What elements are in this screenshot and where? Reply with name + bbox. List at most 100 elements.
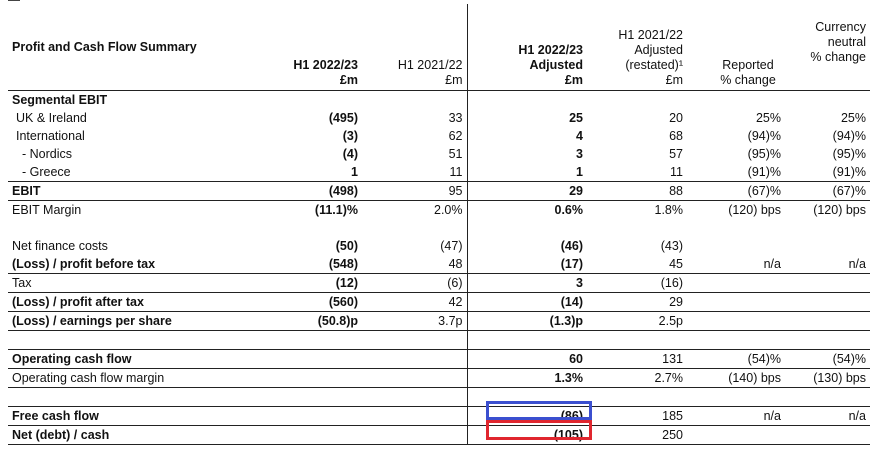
cell-value: [687, 425, 785, 445]
table-row: Free cash flow (86) 185 n/a n/a: [8, 406, 870, 426]
cell-value: 20: [669, 111, 683, 125]
cell-value: (67)%: [687, 181, 785, 201]
cell-value: [687, 311, 785, 331]
cell-value: 25%: [840, 111, 866, 125]
cell-value: (94)%: [832, 129, 866, 143]
cell-value: 25%: [755, 111, 781, 125]
cell-value: 68: [669, 129, 683, 143]
row-label: (Loss) / profit after tax: [8, 292, 244, 312]
cell-value: 4: [576, 129, 583, 143]
cell-value: n/a: [785, 406, 870, 426]
cell-value: [785, 273, 870, 293]
cell-value: (6): [362, 273, 468, 293]
cell-value: 185: [587, 406, 687, 426]
cell-value: [244, 425, 362, 445]
cell-value: (91)%: [687, 163, 785, 182]
cell-value: (495): [328, 111, 358, 125]
cell-value: 2.5p: [587, 311, 687, 331]
cell-value: (11.1)%: [314, 203, 358, 217]
row-label: Net finance costs: [12, 239, 108, 253]
spacer-row: [8, 387, 870, 407]
cell-value: 1.8%: [654, 203, 684, 217]
header-h1-2021-22: H1 2021/22 £m: [362, 4, 468, 91]
table-row: UK & Ireland (495) 33 25 20 25% 25%: [8, 109, 870, 127]
free-cash-flow-highlight-box: [486, 401, 592, 420]
row-label: EBIT: [8, 181, 244, 201]
table-row: (Loss) / earnings per share (50.8)p 3.7p…: [8, 311, 870, 331]
cell-value: (120) bps: [813, 203, 866, 217]
header-h1-2022-23: H1 2022/23 £m: [244, 4, 362, 91]
row-label: Operating cash flow: [8, 349, 244, 369]
cell-value: [687, 237, 785, 255]
table-row: (Loss) / profit before tax (548) 48 (17)…: [8, 255, 870, 274]
table-row: - Nordics (4) 51 3 57 (95)% (95)%: [8, 145, 870, 163]
row-label: (Loss) / profit before tax: [8, 255, 244, 274]
cell-value: 3.7p: [362, 311, 468, 331]
cell-value: [362, 368, 468, 388]
cell-value: (46): [560, 239, 583, 253]
cell-value: 60: [467, 349, 587, 369]
cell-value: 95: [362, 181, 468, 201]
cell-value: [244, 406, 362, 426]
row-label: Net (debt) / cash: [8, 425, 244, 445]
table-row: EBIT (498) 95 29 88 (67)% (67)%: [8, 181, 870, 201]
net-debt-highlight-box: [486, 420, 592, 440]
row-label: - Greece: [8, 163, 244, 182]
cell-value: 62: [362, 127, 468, 145]
table-row: Operating cash flow margin 1.3% 2.7% (14…: [8, 368, 870, 388]
cell-value: 33: [362, 109, 468, 127]
cell-value: (54)%: [687, 349, 785, 369]
cell-value: (50): [335, 239, 358, 253]
cell-value: (12): [244, 273, 362, 293]
cell-value: (3): [342, 129, 358, 143]
table-row: Net (debt) / cash (105) 250: [8, 425, 870, 445]
cell-value: 0.6%: [554, 203, 584, 217]
table-row: Operating cash flow 60 131 (54)% (54)%: [8, 349, 870, 369]
row-label: (Loss) / earnings per share: [8, 311, 244, 331]
cell-value: [785, 425, 870, 445]
table-title: Profit and Cash Flow Summary: [8, 4, 244, 91]
table-row: (Loss) / profit after tax (560) 42 (14) …: [8, 292, 870, 312]
cell-value: 131: [587, 349, 687, 369]
cell-value: 3: [467, 273, 587, 293]
cell-value: [687, 273, 785, 293]
cell-value: 1.3%: [467, 368, 587, 388]
cell-value: (47): [362, 237, 468, 255]
cell-value: (105): [467, 425, 587, 445]
cell-value: (67)%: [785, 181, 870, 201]
cell-value: (50.8)p: [244, 311, 362, 331]
table-row: - Greece 1 11 1 11 (91)% (91)%: [8, 163, 870, 182]
cell-value: (130) bps: [785, 368, 870, 388]
cell-value: 11: [587, 163, 687, 182]
cell-value: 29: [587, 292, 687, 312]
cell-value: (17): [467, 255, 587, 274]
cell-value: (95)%: [747, 147, 781, 161]
cell-value: (54)%: [785, 349, 870, 369]
row-label: Free cash flow: [8, 406, 244, 426]
cell-value: (95)%: [832, 147, 866, 161]
cell-value: n/a: [687, 255, 785, 274]
cell-value: [785, 237, 870, 255]
cell-value: (4): [342, 147, 358, 161]
cell-value: (14): [467, 292, 587, 312]
cell-value: 88: [587, 181, 687, 201]
cell-value: [244, 368, 362, 388]
cell-value: [785, 311, 870, 331]
cell-value: 2.7%: [587, 368, 687, 388]
cell-value: (1.3)p: [467, 311, 587, 331]
cell-value: (16): [587, 273, 687, 293]
row-label: UK & Ireland: [16, 111, 87, 125]
cell-value: [362, 406, 468, 426]
header-reported-change: Reported% change: [687, 4, 785, 91]
corner-mark: [8, 0, 20, 1]
row-label: International: [16, 129, 85, 143]
header-currency-neutral-change: Currency neutral% change: [785, 4, 870, 91]
table-row: EBIT Margin (11.1)% 2.0% 0.6% 1.8% (120)…: [8, 200, 870, 219]
spacer-row: [8, 219, 870, 237]
cell-value: 2.0%: [362, 200, 468, 219]
row-label-segmental-ebit: Segmental EBIT: [12, 93, 108, 107]
cell-value: n/a: [785, 255, 870, 274]
cell-value: 29: [467, 181, 587, 201]
cell-value: n/a: [687, 406, 785, 426]
table-row: Net finance costs (50) (47) (46) (43): [8, 237, 870, 255]
